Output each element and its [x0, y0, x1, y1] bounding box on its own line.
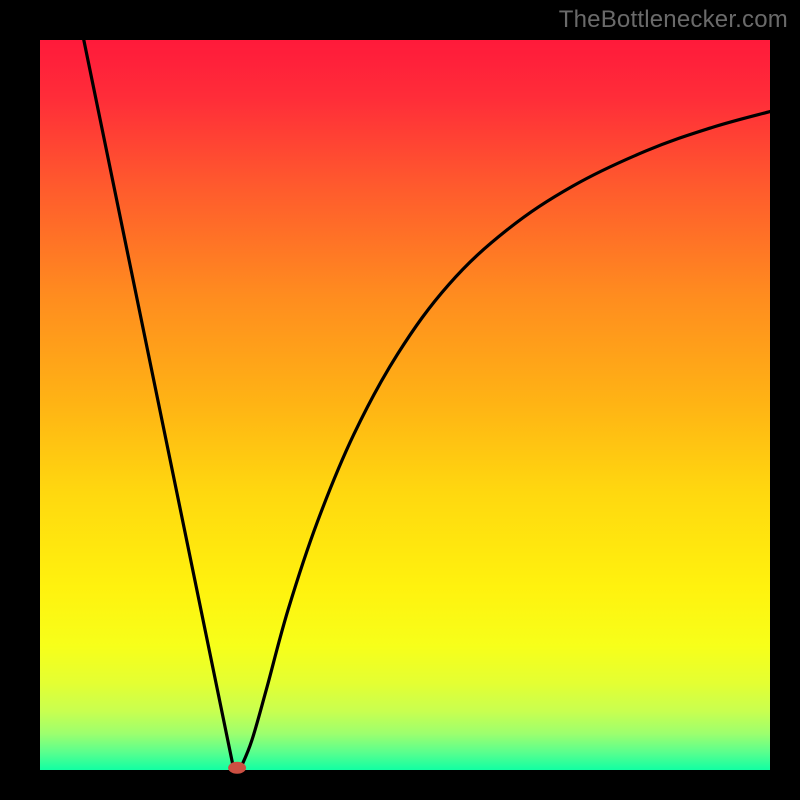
- plot-area: [40, 40, 770, 770]
- bottleneck-curve: [84, 40, 770, 768]
- min-marker: [228, 762, 246, 774]
- watermark-text: TheBottlenecker.com: [559, 6, 788, 34]
- chart-stage: TheBottlenecker.com: [0, 0, 800, 800]
- curve-layer: [40, 40, 770, 770]
